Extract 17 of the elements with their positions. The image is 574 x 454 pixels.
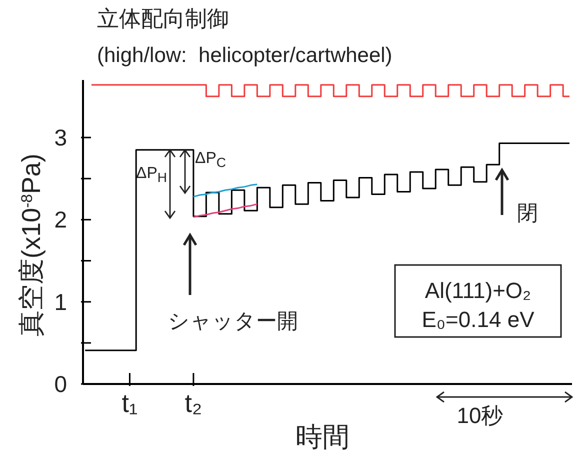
text: 10秒 — [456, 403, 504, 428]
annotation: ΔP$_{C}$ — [195, 150, 226, 170]
annotation: E₀=0.14 eV — [422, 307, 534, 332]
x-axis-title: 時間 — [296, 422, 350, 452]
annotation: シャッター開 — [168, 310, 298, 334]
line-series — [192, 203, 258, 218]
chart-title: 立体配向制御 — [97, 6, 229, 31]
x-tick-label: t₂ — [184, 388, 202, 418]
y-tick-label: 2 — [54, 206, 67, 233]
chart-subtitle: (high/low: helicopter/cartwheel) — [97, 44, 392, 67]
line-series — [192, 184, 258, 198]
y-tick-label: 1 — [54, 288, 67, 315]
annotation: Al(111)+O₂ — [424, 278, 532, 304]
y-tick-label: 0 — [54, 371, 67, 397]
annotation: 閉 — [517, 202, 538, 226]
x-tick-label: t₁ — [122, 388, 138, 418]
y-tick-label: 3 — [54, 124, 67, 151]
